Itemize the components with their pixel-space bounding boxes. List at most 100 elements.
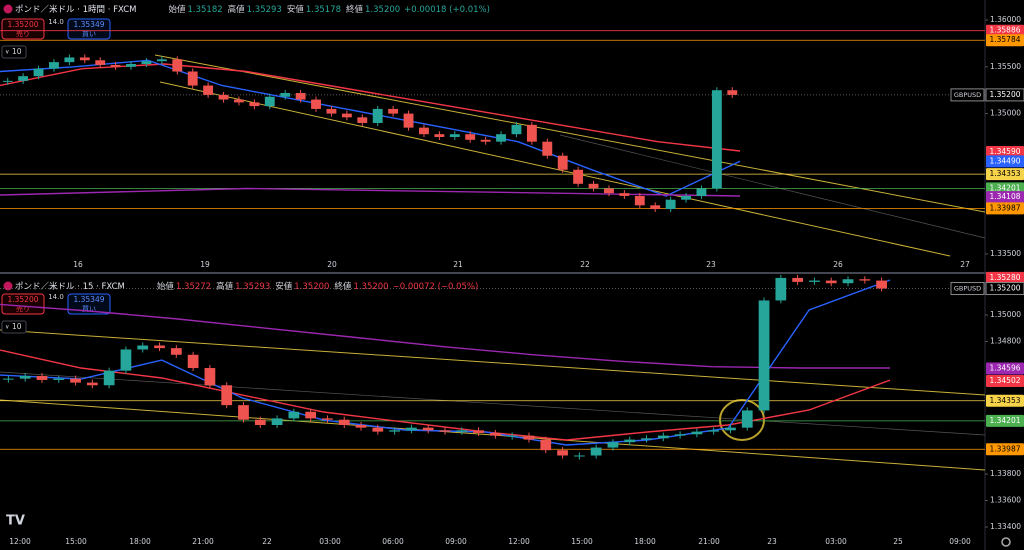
candle-body [634,195,645,206]
candle-body [326,108,337,114]
candle-body [154,345,165,349]
moving-average [0,187,741,197]
candle-body [708,430,720,432]
candle-body [842,279,854,284]
qty-chevron: ∨ [5,49,9,56]
qty-box[interactable] [1,45,27,59]
quote-value: 1.35200 [365,5,400,15]
candle-body [19,375,31,379]
candle-body [590,447,602,456]
x-tick-label: 09:00 [949,537,971,546]
candle-body [218,94,229,100]
sell-price: 1.35200 [7,20,38,29]
x-tick-label: 21 [453,260,463,269]
quote-value: 1.35272 [176,282,211,292]
price-tag [985,282,1024,296]
price-tag-label: 1.34490 [989,156,1020,165]
quote-value: 1.35293 [247,5,282,15]
x-tick-label: 06:00 [382,537,404,546]
candle-body [588,183,599,189]
y-tick-label: 1.34800 [990,337,1021,346]
price-tag [986,362,1024,375]
x-tick-label: 27 [960,260,970,269]
qty-box[interactable] [1,320,27,334]
candle-body [727,90,738,95]
candle-body [641,438,652,440]
candle-body [234,99,244,103]
candle-body [657,435,669,439]
moving-average [0,63,741,152]
price-tag [986,24,1024,37]
qty: 10 [12,322,22,331]
x-tick-label: 23 [767,537,777,546]
candle-body [681,195,691,200]
price-tag-label: 1.34201 [989,416,1020,425]
price-tag [986,202,1024,215]
price-tag [985,88,1024,102]
quote-change: −0.00072 (−0.05%) [393,282,479,292]
x-tick-label: 18:00 [129,537,151,546]
symbol-icon [3,4,13,14]
moving-average [0,349,891,441]
candle-body [725,427,736,431]
quote-change: +0.00018 (+0.01%) [404,5,490,15]
quote-label: 終値 [346,4,364,15]
price-tag [986,34,1024,47]
price-tag [986,414,1024,427]
buy-button[interactable] [67,293,111,315]
price-tag [986,191,1024,204]
candle-body [2,80,13,82]
trend-line [559,134,986,239]
candle-body [758,300,770,411]
highlight-circle [719,399,765,441]
candle-body [691,431,703,435]
candle-body [419,127,429,135]
candle-body [696,188,707,196]
spread: 14.0 [48,18,64,26]
candle-body [295,93,306,100]
symbol-title: ポンド／米ドル · 1時間 · FXCM [15,4,136,15]
candle-body [305,411,317,419]
candle-body [86,382,98,386]
candle-body [542,141,553,156]
logo: TV [6,514,25,529]
price-tag [986,443,1024,456]
x-tick-label: 23 [706,260,716,269]
x-tick-label: 26 [833,260,843,269]
quote-label: 高値 [228,4,246,15]
candle-body [650,205,661,210]
price-tag-label: 1.35200 [989,284,1020,293]
x-tick-label: 15:00 [571,537,593,546]
candle-body [187,71,198,86]
settings-icon[interactable] [1001,537,1011,547]
candle-body [526,124,537,142]
candle-body [619,193,630,196]
buy-button[interactable] [67,18,111,40]
quote-value: 1.35200 [353,282,388,292]
candle-body [355,425,367,428]
candle-body [137,345,149,350]
x-tick-label: 03:00 [319,537,341,546]
symbol-icon [3,281,13,291]
candle-body [523,435,535,440]
candle-body [775,277,787,301]
y-tick-label: 1.33400 [990,522,1021,531]
candle-body [238,405,249,420]
candle-body [465,134,476,140]
x-tick-label: 20 [327,260,337,269]
quote-value: 1.35293 [235,282,270,292]
candle-body [79,57,90,61]
price-tag [986,394,1024,407]
price-tag-label: 1.34201 [989,183,1020,192]
price-tag-label: 1.35784 [989,35,1020,44]
candle-body [288,411,300,419]
sell-button[interactable] [1,18,45,40]
candle-body [372,108,383,123]
candle-body [573,455,585,457]
symbol-tag-name: GBPUSD [954,285,981,293]
candle-body [36,375,48,380]
trend-line [0,371,986,436]
candle-body [70,378,81,383]
